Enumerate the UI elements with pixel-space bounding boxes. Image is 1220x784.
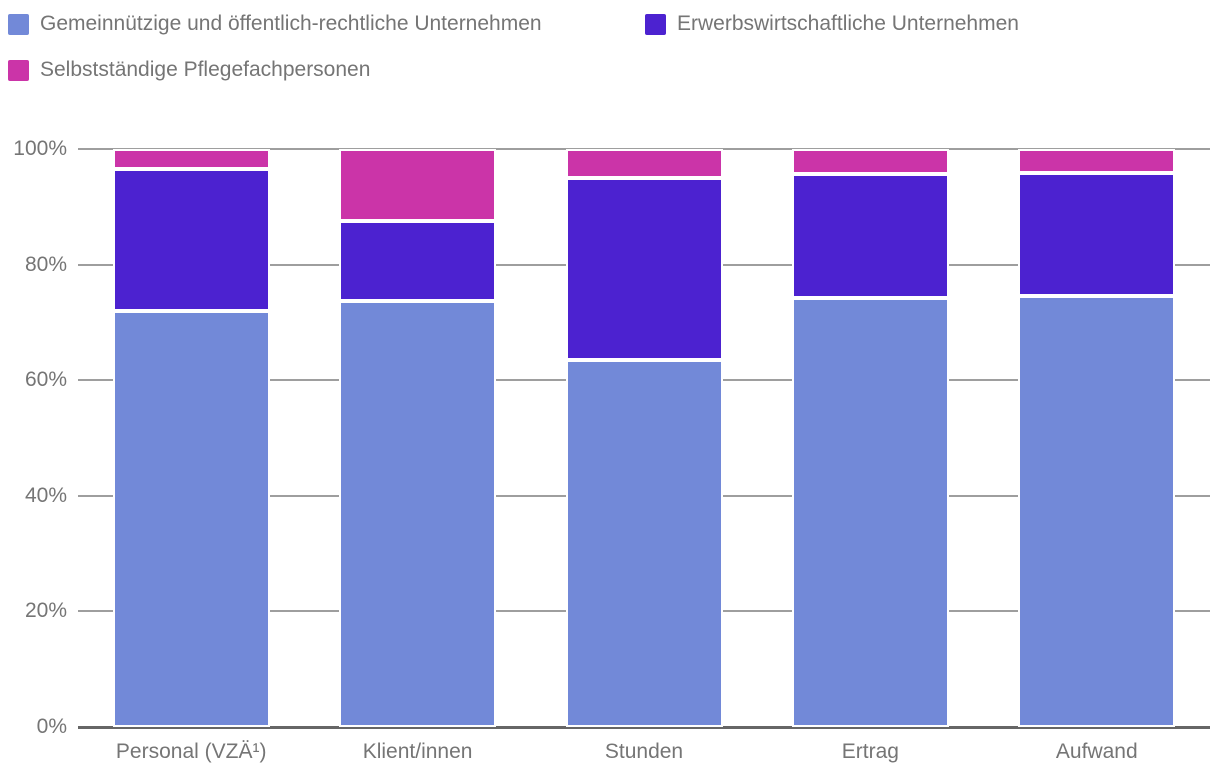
x-category-label: Personal (VZÄ¹) bbox=[115, 740, 267, 763]
bar-segment[interactable] bbox=[791, 173, 949, 299]
x-axis-baseline bbox=[78, 726, 1210, 729]
legend-item[interactable]: Selbstständige Pflegefachpersonen bbox=[8, 58, 371, 81]
bar-segment[interactable] bbox=[339, 221, 497, 301]
bar-segment[interactable] bbox=[1018, 296, 1176, 727]
stacked-bar bbox=[339, 149, 497, 727]
y-tick-label: 0% bbox=[36, 715, 67, 738]
bar-segment[interactable] bbox=[791, 298, 949, 727]
stacked-bar bbox=[112, 149, 270, 727]
x-category-label: Ertrag bbox=[841, 740, 899, 763]
y-tick-label: 80% bbox=[24, 252, 67, 276]
y-tick-label: 100% bbox=[13, 137, 67, 160]
bar-segment[interactable] bbox=[565, 149, 723, 178]
bar-segment[interactable] bbox=[339, 301, 497, 727]
legend-item[interactable]: Gemeinnützige und öffentlich-rechtliche … bbox=[8, 12, 542, 35]
legend-swatch-icon bbox=[8, 59, 29, 81]
legend-swatch-icon bbox=[8, 13, 29, 35]
bar-segment[interactable] bbox=[112, 169, 270, 311]
y-tick-label: 40% bbox=[24, 483, 67, 507]
legend-label: Gemeinnützige und öffentlich-rechtliche … bbox=[40, 12, 542, 35]
x-category-label: Stunden bbox=[604, 740, 684, 763]
y-tick-label: 60% bbox=[24, 368, 67, 392]
x-category-label: Aufwand bbox=[1055, 740, 1138, 763]
bar-segment[interactable] bbox=[112, 310, 270, 727]
stacked-bar bbox=[565, 149, 723, 727]
legend-swatch-icon bbox=[645, 13, 666, 35]
bar-segment[interactable] bbox=[1018, 173, 1176, 297]
x-category-label: Klient/innen bbox=[362, 740, 473, 763]
stacked-bar bbox=[791, 149, 949, 727]
legend-item[interactable]: Erwerbswirtschaftliche Unternehmen bbox=[645, 12, 1019, 35]
bar-segment[interactable] bbox=[791, 149, 949, 174]
bar-segment[interactable] bbox=[112, 149, 270, 170]
plot-area bbox=[78, 148, 1210, 729]
legend-label: Erwerbswirtschaftliche Unternehmen bbox=[677, 12, 1019, 35]
y-tick-label: 20% bbox=[24, 599, 67, 623]
bar-segment[interactable] bbox=[1018, 149, 1176, 174]
legend-label: Selbstständige Pflegefachpersonen bbox=[40, 58, 371, 81]
bar-segment[interactable] bbox=[339, 149, 497, 222]
bar-segment[interactable] bbox=[565, 359, 723, 727]
stacked-bar bbox=[1018, 149, 1176, 727]
bar-segment[interactable] bbox=[565, 177, 723, 360]
